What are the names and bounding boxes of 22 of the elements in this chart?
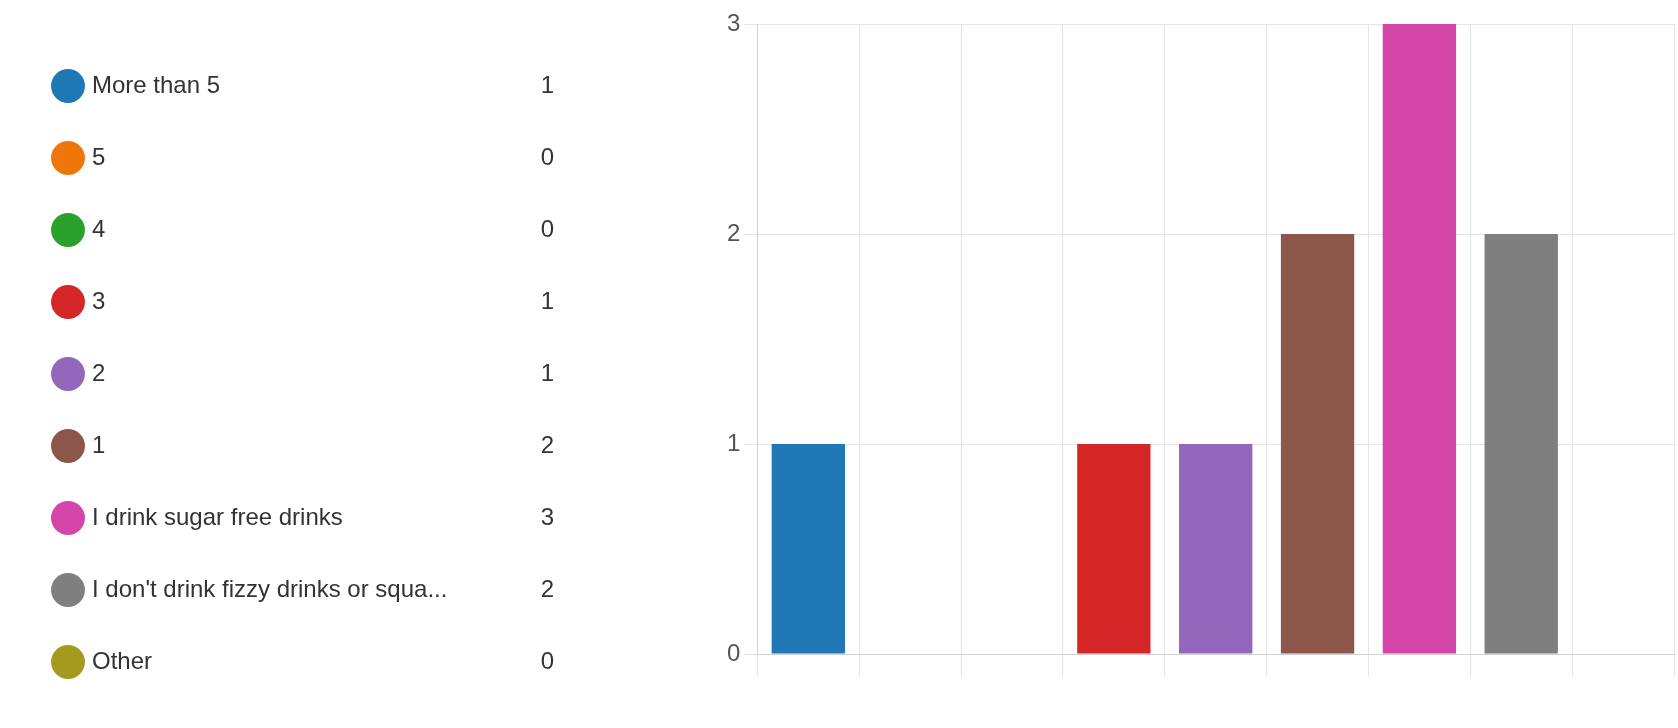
legend-label: Other <box>92 646 153 674</box>
legend-label: I drink sugar free drinks <box>92 502 343 530</box>
legend-label: 1 <box>92 430 106 458</box>
legend-label: More than 5 <box>92 70 221 98</box>
text: 1 <box>540 358 555 386</box>
text: 1 <box>540 286 555 314</box>
legend-label: 5 <box>92 142 106 170</box>
text: 0 <box>540 646 555 674</box>
legend-label: 2 <box>92 358 106 386</box>
text: 0 <box>540 142 555 170</box>
text: 3 <box>540 502 555 530</box>
legend-label: I don't drink fizzy drinks or squa... <box>92 574 448 602</box>
y-tick-label: 3 <box>727 8 741 36</box>
text: 0 <box>540 214 555 242</box>
y-tick-label: 0 <box>727 638 741 666</box>
legend-label: 4 <box>92 214 106 242</box>
legend-label: 3 <box>92 286 106 314</box>
y-tick-label: 1 <box>727 428 741 456</box>
text: 1 <box>540 70 555 98</box>
y-tick-label: 2 <box>727 218 741 246</box>
text: 2 <box>540 430 555 458</box>
text: 2 <box>540 574 555 602</box>
